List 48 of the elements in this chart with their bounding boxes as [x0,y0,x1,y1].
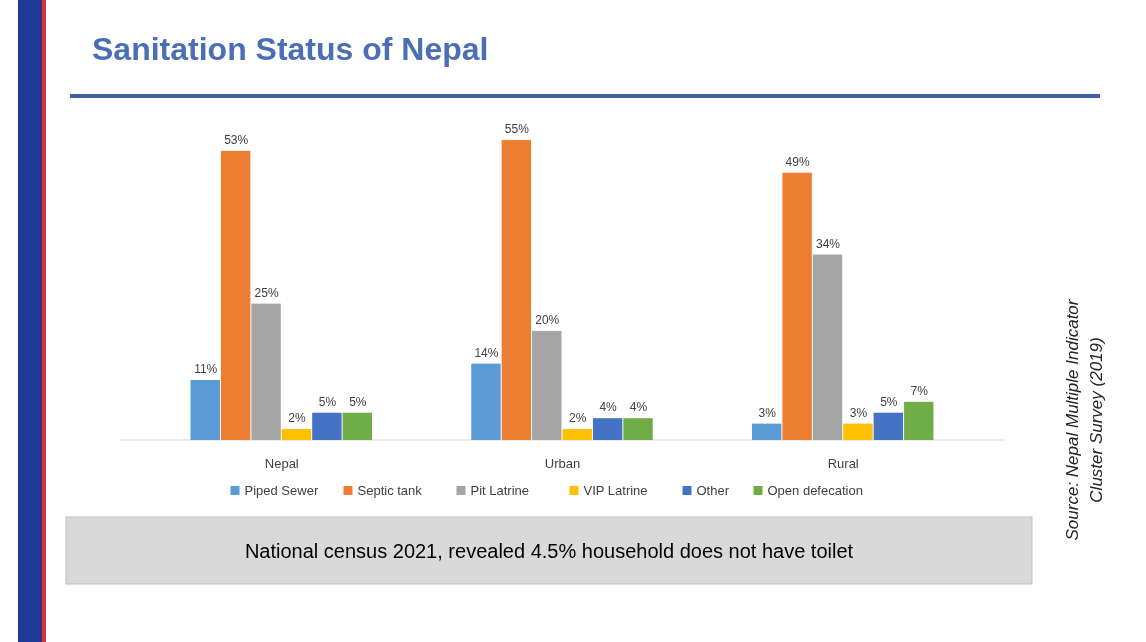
bar [812,254,843,440]
data-label: 5% [349,394,367,409]
bar [532,330,562,440]
bar [843,423,873,440]
source-note: Source: Nepal Multiple Indicator Cluster Survey (2019) [1063,298,1106,541]
data-label: 11% [194,362,218,376]
bar [873,412,904,440]
bar [220,150,251,440]
bar [312,412,342,440]
bar [251,303,281,440]
data-label: 55% [504,122,530,136]
data-label: 25% [254,285,279,300]
data-label: 4% [599,400,618,415]
data-label: 53% [224,132,249,147]
bar [562,429,592,440]
legend-label: Pit Latrine [470,483,530,498]
bar [471,363,501,440]
x-tick-label: Rural [827,456,859,471]
data-label: 20% [535,312,560,327]
legend-label: Piped Sewer [244,483,319,498]
data-label: 5% [880,394,898,409]
legend-label: Septic tank [357,483,423,498]
data-label: 2% [288,411,306,426]
data-label: 3% [849,405,868,420]
x-tick-label: Nepal [264,456,299,471]
data-label: 49% [785,154,810,169]
bar [501,140,532,440]
bar [782,172,812,440]
bar [190,380,220,440]
data-label: 3% [758,405,777,420]
x-tick-label: Urban [544,456,581,471]
legend-label: Other [696,483,730,498]
legend-label: VIP Latrine [583,483,648,498]
bar [623,418,653,440]
bar [751,423,782,440]
data-label: 34% [816,236,841,251]
data-label: 7% [910,383,929,398]
bar [342,412,373,440]
data-label: 2% [569,411,587,426]
bar [281,429,312,440]
bar [904,401,934,440]
text: National census 2021, revealed 4.5% household does not have toilet [244,540,854,562]
data-label: 14% [474,345,499,360]
data-label: 5% [318,394,337,409]
legend-label: Open defecation [767,483,863,498]
data-label: 4% [629,400,648,415]
chart-title: Sanitation Status of Nepal [92,31,489,67]
bar [592,418,623,440]
